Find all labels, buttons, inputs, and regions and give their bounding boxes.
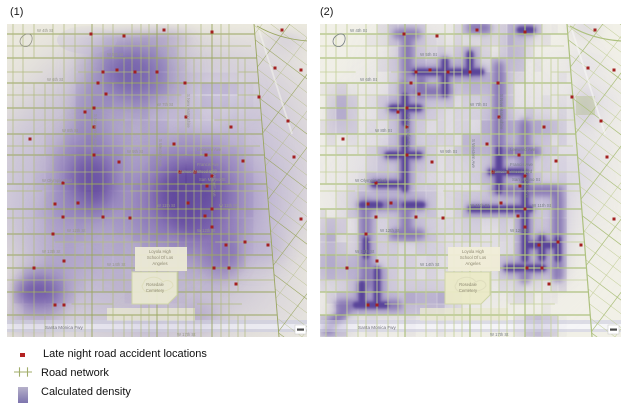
svg-text:James M Wood Blvd: James M Wood Blvd	[492, 169, 533, 174]
svg-text:Angeles: Angeles	[152, 261, 167, 266]
svg-text:S Western Ave: S Western Ave	[158, 139, 163, 167]
svg-text:W 17th St: W 17th St	[490, 332, 509, 337]
svg-text:Francis Ave: Francis Ave	[510, 162, 533, 167]
svg-text:W 13th St: W 13th St	[42, 249, 61, 254]
svg-text:S Vermont Ave: S Vermont Ave	[525, 169, 530, 199]
svg-text:W 14th St: W 14th St	[420, 262, 440, 267]
svg-text:W 12th St: W 12th St	[380, 228, 400, 233]
svg-text:Rosedale: Rosedale	[146, 282, 164, 287]
svg-text:Cemetery: Cemetery	[459, 288, 478, 293]
svg-text:W 11th St: W 11th St	[532, 203, 552, 208]
svg-text:W 12th St: W 12th St	[510, 228, 530, 233]
svg-text:W 7th St: W 7th St	[470, 102, 488, 107]
svg-text:Loyola High: Loyola High	[462, 249, 485, 254]
svg-text:W 11th St: W 11th St	[219, 203, 238, 208]
svg-text:San Marino St: San Marino St	[199, 177, 226, 182]
svg-text:San Marino St: San Marino St	[512, 177, 541, 182]
svg-text:W 8th St: W 8th St	[375, 128, 393, 133]
svg-text:W 7th St: W 7th St	[157, 102, 174, 107]
svg-text:Leeward Ave: Leeward Ave	[197, 147, 222, 152]
svg-text:W 12th St: W 12th St	[197, 228, 216, 233]
svg-text:S New Hampshire: S New Hampshire	[186, 94, 191, 128]
svg-text:W 11th St: W 11th St	[470, 203, 490, 208]
svg-text:Cemetery: Cemetery	[146, 288, 165, 293]
svg-text:S Western Ave: S Western Ave	[471, 139, 476, 168]
svg-text:School Of Los: School Of Los	[460, 255, 486, 260]
svg-text:School Of Los: School Of Los	[147, 255, 173, 260]
svg-text:W 17th St: W 17th St	[177, 332, 196, 337]
svg-text:Loyola High: Loyola High	[149, 249, 172, 254]
svg-text:W Olympic Blvd: W Olympic Blvd	[42, 178, 72, 183]
svg-text:W 14th St: W 14th St	[107, 262, 126, 267]
svg-text:W 4th St: W 4th St	[350, 28, 368, 33]
svg-text:W 9th St: W 9th St	[440, 149, 458, 154]
svg-text:W 6th St: W 6th St	[47, 77, 64, 82]
svg-text:W 11th St: W 11th St	[157, 203, 176, 208]
svg-text:S New Hampshire: S New Hampshire	[499, 94, 504, 130]
svg-text:Santa Monica Fwy: Santa Monica Fwy	[358, 325, 396, 330]
svg-text:James M Wood Blvd: James M Wood Blvd	[179, 169, 218, 174]
svg-text:W 5th St: W 5th St	[107, 52, 124, 57]
svg-text:S Vermont Ave: S Vermont Ave	[212, 169, 217, 197]
svg-text:Francis Ave: Francis Ave	[197, 162, 219, 167]
svg-text:S Normandie Ave: S Normandie Ave	[406, 114, 411, 149]
svg-text:W 13th St: W 13th St	[355, 249, 375, 254]
svg-text:W 9th St: W 9th St	[127, 149, 144, 154]
svg-text:Santa Monica Fwy: Santa Monica Fwy	[45, 325, 83, 330]
svg-text:Leeward Ave: Leeward Ave	[510, 147, 536, 152]
svg-text:W 12th St: W 12th St	[67, 228, 86, 233]
svg-text:S Normandie Ave: S Normandie Ave	[93, 114, 98, 147]
svg-text:Rosedale: Rosedale	[459, 282, 477, 287]
svg-text:Angeles: Angeles	[465, 261, 480, 266]
svg-text:W Olympic Blvd: W Olympic Blvd	[355, 178, 387, 183]
svg-text:W 4th St: W 4th St	[37, 28, 54, 33]
svg-text:W 8th St: W 8th St	[62, 128, 79, 133]
svg-text:W 6th St: W 6th St	[360, 77, 378, 82]
svg-text:W 5th St: W 5th St	[420, 52, 438, 57]
